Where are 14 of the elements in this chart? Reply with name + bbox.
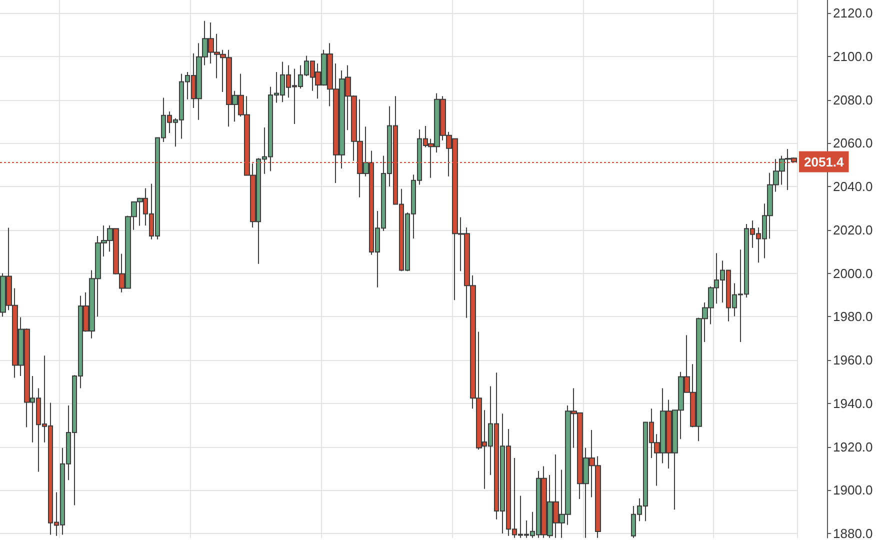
y-tick-label: 2020.0	[833, 222, 873, 238]
y-tick-label: 1880.0	[833, 526, 873, 540]
y-tick-label: 2080.0	[833, 92, 873, 108]
ref-line-label: 2051.4	[804, 154, 845, 170]
y-tick-label: 1960.0	[833, 352, 873, 368]
y-tick-label: 1940.0	[833, 396, 873, 411]
y-tick-label: 1900.0	[833, 482, 873, 498]
y-tick-label: 2100.0	[833, 48, 873, 64]
y-tick-label: 1920.0	[833, 439, 873, 454]
y-tick-label: 2120.0	[833, 6, 873, 21]
y-tick-label: 2040.0	[833, 179, 873, 194]
y-tick-label: 2060.0	[833, 136, 873, 151]
y-tick-label: 2000.0	[833, 266, 873, 281]
y-tick-label: 1980.0	[833, 309, 873, 324]
